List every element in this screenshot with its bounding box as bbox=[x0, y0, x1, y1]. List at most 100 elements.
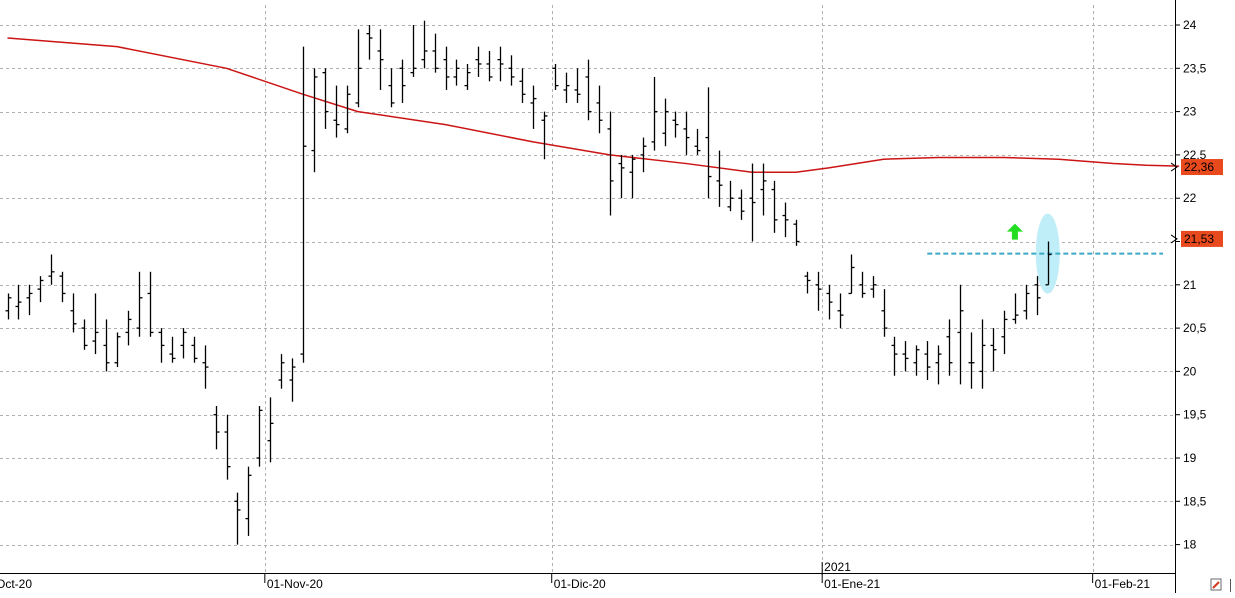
ohlc-bar bbox=[366, 25, 373, 60]
chart-tool-icon[interactable] bbox=[1210, 578, 1231, 592]
ohlc-bar bbox=[443, 46, 450, 90]
y-tick-label: 20,5 bbox=[1183, 321, 1207, 335]
ohlc-bar bbox=[59, 271, 66, 303]
y-tick-label: 18,5 bbox=[1183, 494, 1207, 508]
ohlc-bar bbox=[289, 358, 296, 402]
ohlc-bar bbox=[804, 271, 811, 294]
ohlc-bar bbox=[585, 59, 592, 121]
ohlc-bar bbox=[924, 341, 931, 381]
ohlc-bar bbox=[497, 46, 504, 82]
y-tick-label: 20 bbox=[1183, 364, 1197, 378]
ohlc-bar bbox=[771, 180, 778, 233]
ohlc-bar bbox=[311, 68, 318, 173]
ohlc-bar bbox=[826, 284, 833, 320]
ohlc-bar bbox=[136, 271, 143, 337]
ohlc-bar bbox=[990, 328, 997, 372]
moving-average-line bbox=[7, 37, 1180, 173]
ohlc-bar bbox=[26, 284, 33, 316]
corner-mark bbox=[1212, 581, 1220, 589]
x-tick-label: 01-Ene-21 bbox=[824, 577, 880, 591]
ohlc-bar bbox=[519, 68, 526, 103]
ohlc-bar bbox=[1012, 293, 1019, 324]
last-price-tag-box bbox=[1181, 230, 1223, 247]
ohlc-bar bbox=[169, 336, 176, 363]
moving-average-series bbox=[7, 37, 1180, 173]
ohlc-bar bbox=[70, 293, 77, 333]
ohlc-bar bbox=[1023, 284, 1030, 320]
ohlc-bar bbox=[234, 492, 241, 545]
y-tick-label: 22 bbox=[1183, 191, 1197, 205]
ohlc-bar bbox=[902, 341, 909, 372]
last-price-tag-pointer bbox=[1170, 234, 1178, 244]
ohlc-bar bbox=[870, 276, 877, 298]
ohlc-bar bbox=[486, 50, 493, 82]
ohlc-bar bbox=[224, 414, 231, 480]
ohlc-bar bbox=[913, 345, 920, 376]
y-tick-label: 19 bbox=[1183, 451, 1197, 465]
ohlc-bar bbox=[191, 336, 198, 363]
ohlc-bar bbox=[618, 154, 625, 199]
ohlc-bar bbox=[355, 29, 362, 108]
ohlc-bar bbox=[859, 271, 866, 298]
price-tags: 22,36 21,53 bbox=[1170, 159, 1223, 247]
ohlc-bar bbox=[103, 319, 110, 372]
ohlc-bar bbox=[968, 332, 975, 389]
grid-lines bbox=[0, 5, 1175, 573]
y-tick-label: 23 bbox=[1183, 105, 1197, 119]
ohlc-bar bbox=[552, 63, 559, 90]
ohlc-bar bbox=[1034, 276, 1041, 316]
x-axis: Oct-20 01-Nov-20 01-Dic-20 01-Ene-21 01-Feb-… bbox=[0, 560, 1175, 591]
ohlc-bar bbox=[837, 293, 844, 329]
y-tick-label: 24 bbox=[1183, 18, 1197, 32]
ohlc-bar bbox=[1001, 310, 1008, 355]
ohlc-bar bbox=[782, 202, 789, 238]
y-tick-label: 23,5 bbox=[1183, 61, 1207, 75]
ohlc-bar bbox=[815, 271, 822, 311]
ohlc-bar bbox=[979, 319, 986, 389]
ohlc-bar bbox=[727, 180, 734, 212]
x-tick-label: 01-Nov-20 bbox=[267, 577, 323, 591]
ohlc-bar bbox=[464, 63, 471, 90]
ohlc-bar bbox=[738, 189, 745, 220]
ohlc-bar bbox=[158, 328, 165, 363]
ohlc-bar bbox=[694, 128, 701, 155]
ohlc-bar bbox=[213, 406, 220, 450]
ohlc-bar bbox=[957, 284, 964, 385]
ohlc-bar bbox=[848, 254, 855, 295]
ohlc-bar bbox=[508, 55, 515, 86]
ohlc-bar bbox=[300, 46, 307, 363]
ohlc-bar bbox=[5, 293, 12, 320]
x-tick-label: 01-Feb-21 bbox=[1095, 577, 1151, 591]
ohlc-bar bbox=[629, 154, 636, 199]
annotations bbox=[927, 213, 1163, 294]
moving-average-tag-pointer bbox=[1170, 162, 1178, 172]
ohlc-bar bbox=[760, 163, 767, 216]
ohlc-bar bbox=[421, 20, 428, 69]
ohlc-bar bbox=[651, 76, 658, 151]
ohlc-bar bbox=[81, 319, 88, 350]
arrow-up-icon bbox=[1006, 223, 1023, 240]
ohlc-bar bbox=[793, 219, 800, 246]
moving-average-tag-label: 22,36 bbox=[1184, 160, 1214, 174]
ohlc-bar bbox=[640, 137, 647, 173]
ohlc-bar bbox=[475, 46, 482, 77]
ohlc-bar bbox=[410, 25, 417, 77]
ohlc-bar bbox=[662, 98, 669, 147]
ohlc-bar bbox=[267, 397, 274, 463]
ohlc-bar bbox=[672, 111, 679, 138]
ohlc-bar bbox=[377, 29, 384, 90]
ohlc-bar bbox=[530, 85, 537, 129]
ohlc-bar bbox=[48, 254, 55, 285]
ohlc-bar bbox=[114, 332, 121, 368]
ohlc-bar bbox=[574, 68, 581, 103]
ohlc-bar bbox=[881, 289, 888, 337]
ohlc-bar bbox=[596, 85, 603, 134]
ohlc-bar bbox=[607, 111, 614, 216]
y-tick-label: 18 bbox=[1183, 538, 1197, 552]
ohlc-bar bbox=[202, 345, 209, 389]
ohlc-bar bbox=[37, 276, 44, 303]
ohlc-bar bbox=[245, 466, 252, 536]
x-tick-label: Oct-20 bbox=[0, 577, 32, 591]
